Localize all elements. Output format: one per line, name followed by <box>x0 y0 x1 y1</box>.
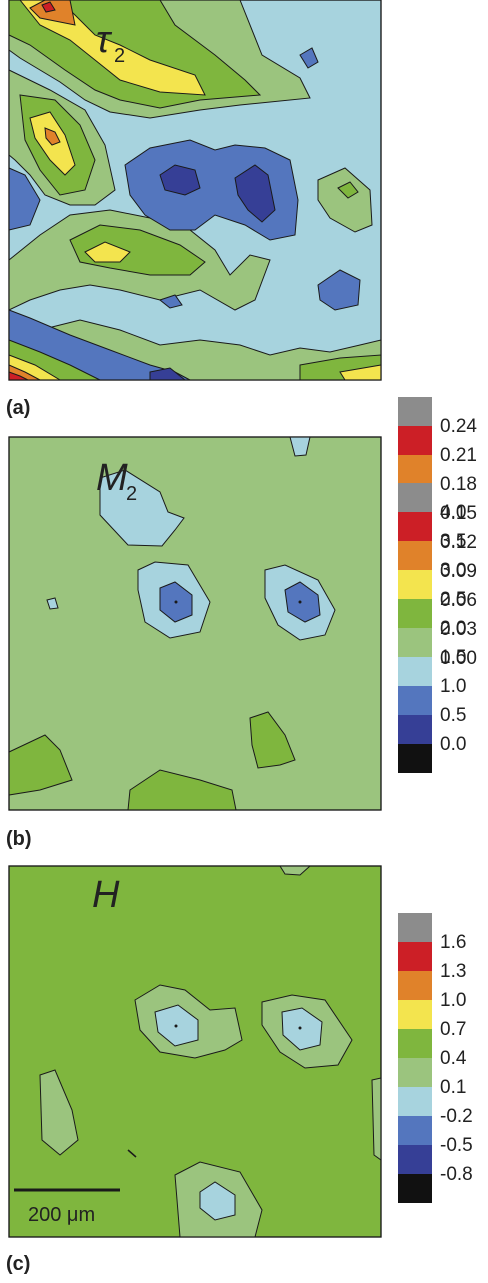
colorbar-c-tick-label: -0.2 <box>440 1106 473 1127</box>
colorbar-b-swatch-8 <box>398 715 432 744</box>
colorbar-c: 1.6 1.3 1.0 0.7 0.4 0.1 -0.2 -0.5 -0.8 <box>398 913 473 1203</box>
colorbar-b-tick-label: 4.0 <box>440 502 466 523</box>
colorbar-c-swatch-0 <box>398 913 432 942</box>
colorbar-c-swatch-2 <box>398 971 432 1000</box>
colorbar-c-swatch-7 <box>398 1116 432 1145</box>
colorbar-b-tick-label: 0.5 <box>440 705 466 726</box>
variable-subscript-a: 2 <box>114 45 125 67</box>
variable-label-a: τ <box>96 19 113 61</box>
variable-label-c: H <box>92 874 120 916</box>
variable-label-b: M <box>96 457 128 499</box>
colorbar-b-swatch-5 <box>398 628 432 657</box>
colorbar-c-swatch-4 <box>398 1029 432 1058</box>
colorbar-b-tick-label: 1.0 <box>440 676 466 697</box>
colorbar-b-swatch-7 <box>398 686 432 715</box>
colorbar-b-swatch-1 <box>398 512 432 541</box>
colorbar-b-swatch-6 <box>398 657 432 686</box>
panel-label-c: (c) <box>6 1253 30 1275</box>
colorbar-b: 4.0 3.5 3.0 2.5 2.0 1.5 1.0 0.5 0.0 <box>398 483 466 773</box>
colorbar-b-tick-label: 1.5 <box>440 647 466 668</box>
colorbar-b-tick-label: 3.0 <box>440 560 466 581</box>
colorbar-c-tick-label: -0.5 <box>440 1135 473 1156</box>
colorbar-c-swatch-8 <box>398 1145 432 1174</box>
colorbar-a-tick-label: 0.18 <box>440 474 477 495</box>
colorbar-b-swatch-2 <box>398 541 432 570</box>
colorbar-a-swatch-2 <box>398 455 432 484</box>
colorbar-a-tick-label: 0.09 <box>440 561 477 582</box>
colorbar-b-swatch-4 <box>398 599 432 628</box>
colorbar-c-swatch-5 <box>398 1058 432 1087</box>
colorbar-c-tick-label: 1.6 <box>440 932 466 953</box>
variable-subscript-b: 2 <box>126 483 137 505</box>
colorbar-c-tick-label: 0.7 <box>440 1019 466 1040</box>
contour-map-a <box>8 0 382 381</box>
colorbar-c-tick-label: 1.0 <box>440 990 466 1011</box>
panel-a: τ 2 0.24 0.21 0.18 0.15 0.12 0.09 0.06 0.03 0.00… <box>6 0 477 687</box>
colorbar-b-tick-label: 2.5 <box>440 589 466 610</box>
colorbar-a-tick-label: 0.03 <box>440 619 477 640</box>
colorbar-b-swatch-0 <box>398 483 432 512</box>
panel-b: M 2 4.0 3.5 3.0 2.5 2.0 1.5 1.0 0.5 0.0 (b) <box>6 436 466 850</box>
colorbar-c-swatch-3 <box>398 1000 432 1029</box>
colorbar-b-swatch-9 <box>398 744 432 773</box>
colorbar-a-tick-label: 0.21 <box>440 445 477 466</box>
colorbar-b-tick-label: 0.0 <box>440 734 466 755</box>
colorbar-a-swatch-0 <box>398 397 432 426</box>
colorbar-c-tick-label: 0.1 <box>440 1077 466 1098</box>
colorbar-b-swatch-3 <box>398 570 432 599</box>
colorbar-c-tick-label: 0.4 <box>440 1048 467 1069</box>
scale-bar-label: 200 μm <box>28 1204 95 1226</box>
colorbar-c-swatch-1 <box>398 942 432 971</box>
panel-label-a: (a) <box>6 397 30 419</box>
colorbar-c-swatch-9 <box>398 1174 432 1203</box>
colorbar-c-tick-label: 1.3 <box>440 961 466 982</box>
colorbar-a-tick-label: 0.15 <box>440 503 477 524</box>
contour-map-b <box>8 436 382 811</box>
colorbar-b-tick-label: 3.5 <box>440 531 466 552</box>
colorbar-a-tick-label: 0.06 <box>440 590 477 611</box>
colorbar-b-tick-label: 2.0 <box>440 618 466 639</box>
contour-map-c <box>8 865 382 1238</box>
panel-label-b: (b) <box>6 828 32 850</box>
colorbar-c-tick-label: -0.8 <box>440 1164 473 1185</box>
panel-c: H 200 μm 1.61.31.00.70.40.1-0.2-0.5-0.8 … <box>6 865 473 1275</box>
colorbar-c-swatch-6 <box>398 1087 432 1116</box>
colorbar-a-tick-label: 0.24 <box>440 416 477 437</box>
colorbar-a-tick-label: 0.12 <box>440 532 477 553</box>
colorbar-a-tick-label: 0.00 <box>440 648 477 669</box>
colorbar-a-swatch-1 <box>398 426 432 455</box>
